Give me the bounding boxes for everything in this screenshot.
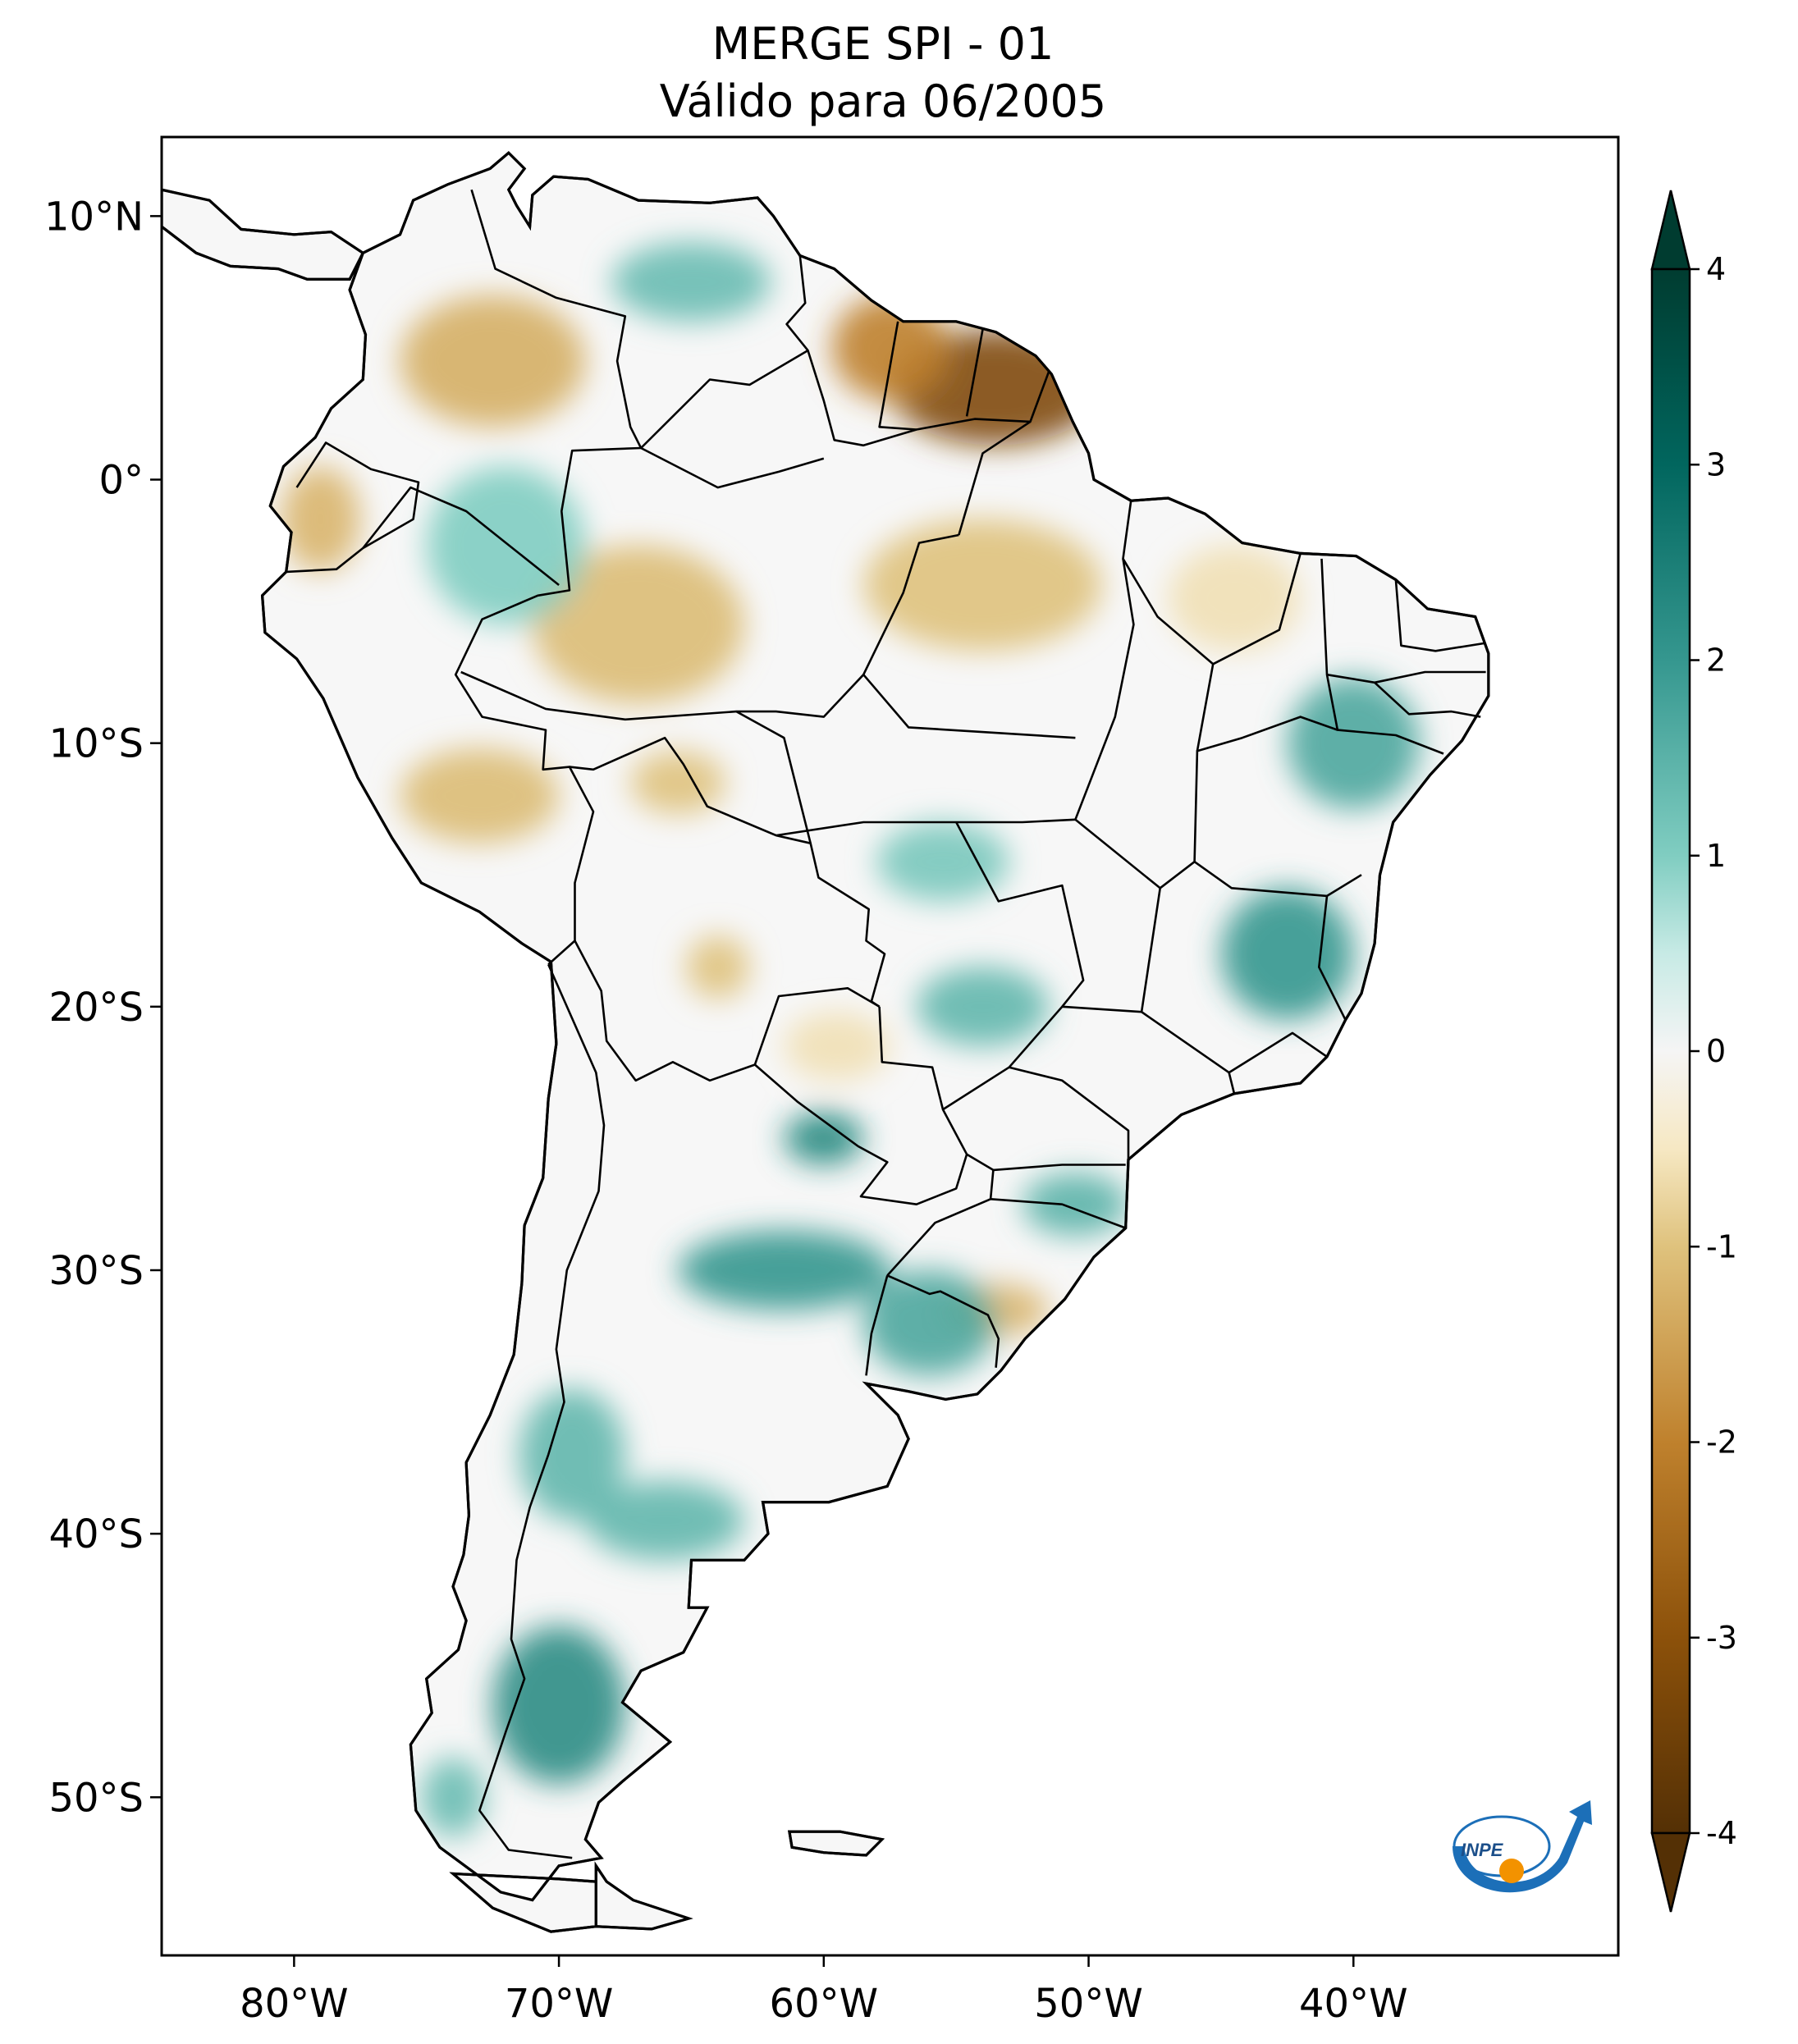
colorbar-tick-label: -1	[1706, 1228, 1737, 1264]
colorbar: 4 3 2 1 0 -1 -2 -3 -4	[1650, 190, 1737, 1913]
spi-anomaly-25	[492, 1626, 625, 1785]
border-line-28	[993, 1164, 1126, 1172]
spi-anomaly-14	[426, 466, 586, 625]
border-line-13	[878, 1006, 968, 1155]
border-line-8	[965, 329, 984, 417]
y-tick-label: 10°S	[48, 721, 144, 767]
colorbar-tick-label: -4	[1706, 1815, 1737, 1851]
spi-anomaly-field	[281, 242, 1421, 1837]
y-tick-label: 50°S	[48, 1775, 144, 1821]
border-line-35	[1196, 553, 1302, 752]
colorbar-ticks: 4 3 2 1 0 -1 -2 -3 -4	[1690, 251, 1737, 1851]
inpe-logo-text: INPE	[1461, 1840, 1504, 1860]
spi-anomaly-21	[1022, 1173, 1128, 1237]
latitude-ticks: 10°N 0° 10°S 20°S 30°S 40°S 50°S	[44, 194, 162, 1821]
colorbar-tick-label: 0	[1706, 1033, 1726, 1069]
y-tick-label: 30°S	[48, 1248, 144, 1294]
border-line-4	[362, 486, 560, 587]
border-line-24	[735, 710, 812, 844]
spi-anomaly-16	[1220, 888, 1354, 1020]
border-line-30	[1074, 716, 1444, 889]
y-tick-label: 0°	[98, 458, 144, 504]
border-line-36	[1122, 501, 1215, 665]
spi-anomaly-13	[611, 242, 771, 322]
colorbar-extend-max	[1650, 190, 1691, 271]
colorbar-tick-label: -2	[1706, 1424, 1737, 1461]
spi-anomaly-7	[400, 748, 560, 844]
inpe-logo: INPE	[1453, 1800, 1592, 1893]
spi-anomaly-15	[1287, 677, 1421, 809]
spi-anomaly-4	[281, 466, 360, 572]
spi-anomaly-24	[585, 1480, 744, 1561]
spi-anomaly-8	[630, 751, 726, 815]
border-line-10	[574, 940, 881, 1082]
spi-anomaly-10	[784, 1012, 890, 1081]
x-tick-label: 80°W	[240, 1981, 349, 2027]
spi-anomaly-23	[519, 1388, 625, 1521]
inpe-logo-sun-icon	[1499, 1859, 1524, 1883]
border-line-32	[1193, 861, 1362, 898]
border-line-38	[1326, 670, 1486, 684]
border-line-19	[862, 674, 1076, 739]
border-line-1	[470, 189, 643, 449]
border-line-39	[1394, 579, 1486, 652]
x-tick-label: 60°W	[770, 1981, 879, 2027]
chart-subtitle: Válido para 06/2005	[660, 75, 1106, 127]
colorbar-tick-label: 4	[1706, 251, 1726, 287]
border-line-3	[286, 441, 420, 574]
spi-anomaly-22	[784, 1112, 864, 1165]
spi-anomaly-9	[686, 935, 750, 999]
border-line-15	[886, 1274, 1000, 1368]
border-line-11	[478, 963, 606, 1859]
inpe-logo-swoosh-icon	[1453, 1800, 1592, 1893]
border-line-21	[958, 420, 1032, 536]
x-tick-label: 40°W	[1299, 1981, 1408, 2027]
spi-anomaly-17	[916, 967, 1050, 1047]
border-line-18	[1074, 558, 1135, 821]
border-line-20	[862, 533, 959, 675]
spi-anomaly-11	[1168, 545, 1301, 652]
y-tick-label: 10°N	[44, 194, 144, 240]
border-line-34	[1228, 1031, 1328, 1074]
x-tick-label: 70°W	[505, 1981, 614, 2027]
border-line-7	[878, 321, 917, 431]
colorbar-extend-min	[1650, 1831, 1691, 1913]
colorbar-tick-label: 3	[1706, 446, 1726, 482]
y-tick-label: 20°S	[48, 985, 144, 1031]
spi-anomaly-18	[876, 821, 1009, 902]
spi-anomaly-5	[532, 545, 745, 704]
x-tick-label: 50°W	[1034, 1981, 1143, 2027]
border-line-29	[991, 1198, 1127, 1229]
country-state-borders	[286, 189, 1486, 1859]
y-tick-label: 40°S	[48, 1511, 144, 1557]
border-line-40	[1374, 681, 1481, 718]
border-line-5	[785, 255, 1050, 447]
border-line-27	[1009, 1066, 1130, 1160]
border-line-6	[640, 349, 809, 449]
spi-anomaly-6	[863, 519, 1102, 652]
colorbar-body	[1650, 268, 1691, 1835]
border-line-12	[754, 1063, 968, 1205]
border-line-2	[454, 446, 642, 966]
spi-anomaly-26	[421, 1758, 485, 1837]
map-panel: 80°W 70°W 60°W 50°W 40°W 10°N 0° 10°S 20°S 30°S 4…	[44, 135, 1620, 2027]
longitude-ticks: 80°W 70°W 60°W 50°W 40°W	[240, 1955, 1408, 2027]
border-line-33	[1318, 895, 1347, 1021]
spi-anomaly-3	[400, 295, 586, 428]
spi-anomaly-19	[678, 1230, 890, 1310]
spi-anomaly-20	[863, 1270, 996, 1376]
coastline	[162, 151, 1490, 1933]
chart-title: MERGE SPI - 01	[712, 18, 1055, 70]
border-line-26	[1062, 1005, 1236, 1095]
colorbar-tick-label: 2	[1706, 642, 1726, 679]
map-frame	[160, 135, 1620, 1957]
colorbar-tick-label: 1	[1706, 838, 1726, 874]
border-line-22	[640, 446, 825, 489]
colorbar-tick-label: -3	[1706, 1620, 1737, 1656]
border-line-16	[865, 1275, 889, 1376]
border-line-31	[1140, 888, 1161, 1013]
